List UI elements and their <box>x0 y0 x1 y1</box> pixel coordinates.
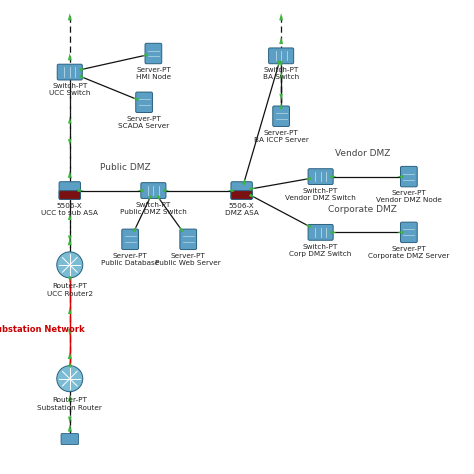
Text: Switch-PT
UCC Switch: Switch-PT UCC Switch <box>49 83 91 97</box>
Text: Switch-PT
Corp DMZ Switch: Switch-PT Corp DMZ Switch <box>290 244 352 257</box>
Text: Server-PT
Public Web Server: Server-PT Public Web Server <box>155 253 221 266</box>
Text: Public DMZ: Public DMZ <box>100 163 151 172</box>
Polygon shape <box>68 171 72 178</box>
Polygon shape <box>68 238 72 245</box>
Text: 5506-X
UCC to sub ASA: 5506-X UCC to sub ASA <box>41 202 98 216</box>
Polygon shape <box>163 189 169 192</box>
Polygon shape <box>279 72 283 78</box>
Text: Switch-PT
Public DMZ Switch: Switch-PT Public DMZ Switch <box>120 202 187 215</box>
Polygon shape <box>137 189 144 192</box>
Polygon shape <box>179 227 184 233</box>
Polygon shape <box>79 68 85 72</box>
Polygon shape <box>330 231 337 234</box>
Polygon shape <box>242 179 245 185</box>
Text: Corporate DMZ: Corporate DMZ <box>328 205 397 214</box>
Text: Server-PT
Corporate DMZ Server: Server-PT Corporate DMZ Server <box>368 246 449 259</box>
Polygon shape <box>68 352 72 359</box>
FancyBboxPatch shape <box>269 48 294 64</box>
Text: Server-PT
HMI Node: Server-PT HMI Node <box>136 67 171 80</box>
Text: Switch-PT
BA Switch: Switch-PT BA Switch <box>263 67 299 80</box>
FancyBboxPatch shape <box>59 191 81 200</box>
Text: Server-PT
Public Database: Server-PT Public Database <box>101 253 159 266</box>
Polygon shape <box>279 37 283 44</box>
Text: Server-PT
Vendor DMZ Node: Server-PT Vendor DMZ Node <box>376 190 442 203</box>
Polygon shape <box>280 103 283 109</box>
Polygon shape <box>68 213 72 220</box>
Text: Router-PT
Substation Router: Router-PT Substation Router <box>37 397 102 410</box>
Polygon shape <box>279 13 283 20</box>
FancyBboxPatch shape <box>308 225 333 240</box>
Polygon shape <box>68 394 72 401</box>
Polygon shape <box>156 195 161 201</box>
Polygon shape <box>68 417 72 423</box>
Polygon shape <box>132 226 137 232</box>
Polygon shape <box>278 61 281 67</box>
Polygon shape <box>78 189 84 192</box>
Text: Server-PT
BA ICCP Server: Server-PT BA ICCP Server <box>254 130 309 143</box>
FancyBboxPatch shape <box>57 64 82 80</box>
Text: Substation Network: Substation Network <box>0 326 84 334</box>
Polygon shape <box>79 74 85 78</box>
FancyBboxPatch shape <box>401 166 417 187</box>
Polygon shape <box>68 424 72 431</box>
FancyBboxPatch shape <box>308 169 333 184</box>
Polygon shape <box>68 117 72 124</box>
Polygon shape <box>249 193 255 198</box>
Polygon shape <box>305 177 311 180</box>
FancyBboxPatch shape <box>273 106 290 127</box>
FancyBboxPatch shape <box>141 182 166 199</box>
Text: Server-PT
SCADA Server: Server-PT SCADA Server <box>118 116 170 129</box>
Text: Router-PT
UCC Router2: Router-PT UCC Router2 <box>47 283 93 297</box>
FancyBboxPatch shape <box>61 434 79 445</box>
Polygon shape <box>68 53 72 60</box>
FancyBboxPatch shape <box>231 182 252 200</box>
Polygon shape <box>305 224 311 228</box>
Polygon shape <box>68 13 72 20</box>
Polygon shape <box>249 188 255 191</box>
Polygon shape <box>279 94 283 100</box>
Circle shape <box>57 365 83 392</box>
Polygon shape <box>397 175 403 178</box>
FancyBboxPatch shape <box>180 229 197 249</box>
FancyBboxPatch shape <box>401 222 417 243</box>
FancyBboxPatch shape <box>122 229 138 249</box>
Text: Switch-PT
Vendor DMZ Switch: Switch-PT Vendor DMZ Switch <box>285 188 356 201</box>
Polygon shape <box>68 329 72 336</box>
Polygon shape <box>330 175 337 178</box>
Polygon shape <box>148 195 152 201</box>
Polygon shape <box>397 231 403 234</box>
FancyBboxPatch shape <box>231 191 252 200</box>
Circle shape <box>57 252 83 278</box>
Polygon shape <box>68 139 72 146</box>
Polygon shape <box>228 189 234 192</box>
Polygon shape <box>68 307 72 314</box>
FancyBboxPatch shape <box>59 182 81 200</box>
Polygon shape <box>133 98 139 101</box>
Text: Vendor DMZ: Vendor DMZ <box>335 149 390 158</box>
Polygon shape <box>68 276 72 283</box>
Polygon shape <box>142 53 148 56</box>
Polygon shape <box>280 61 283 67</box>
FancyBboxPatch shape <box>145 43 162 64</box>
FancyBboxPatch shape <box>136 92 153 112</box>
Text: 5506-X
DMZ ASA: 5506-X DMZ ASA <box>225 202 259 216</box>
Polygon shape <box>68 361 72 367</box>
Polygon shape <box>68 236 72 242</box>
